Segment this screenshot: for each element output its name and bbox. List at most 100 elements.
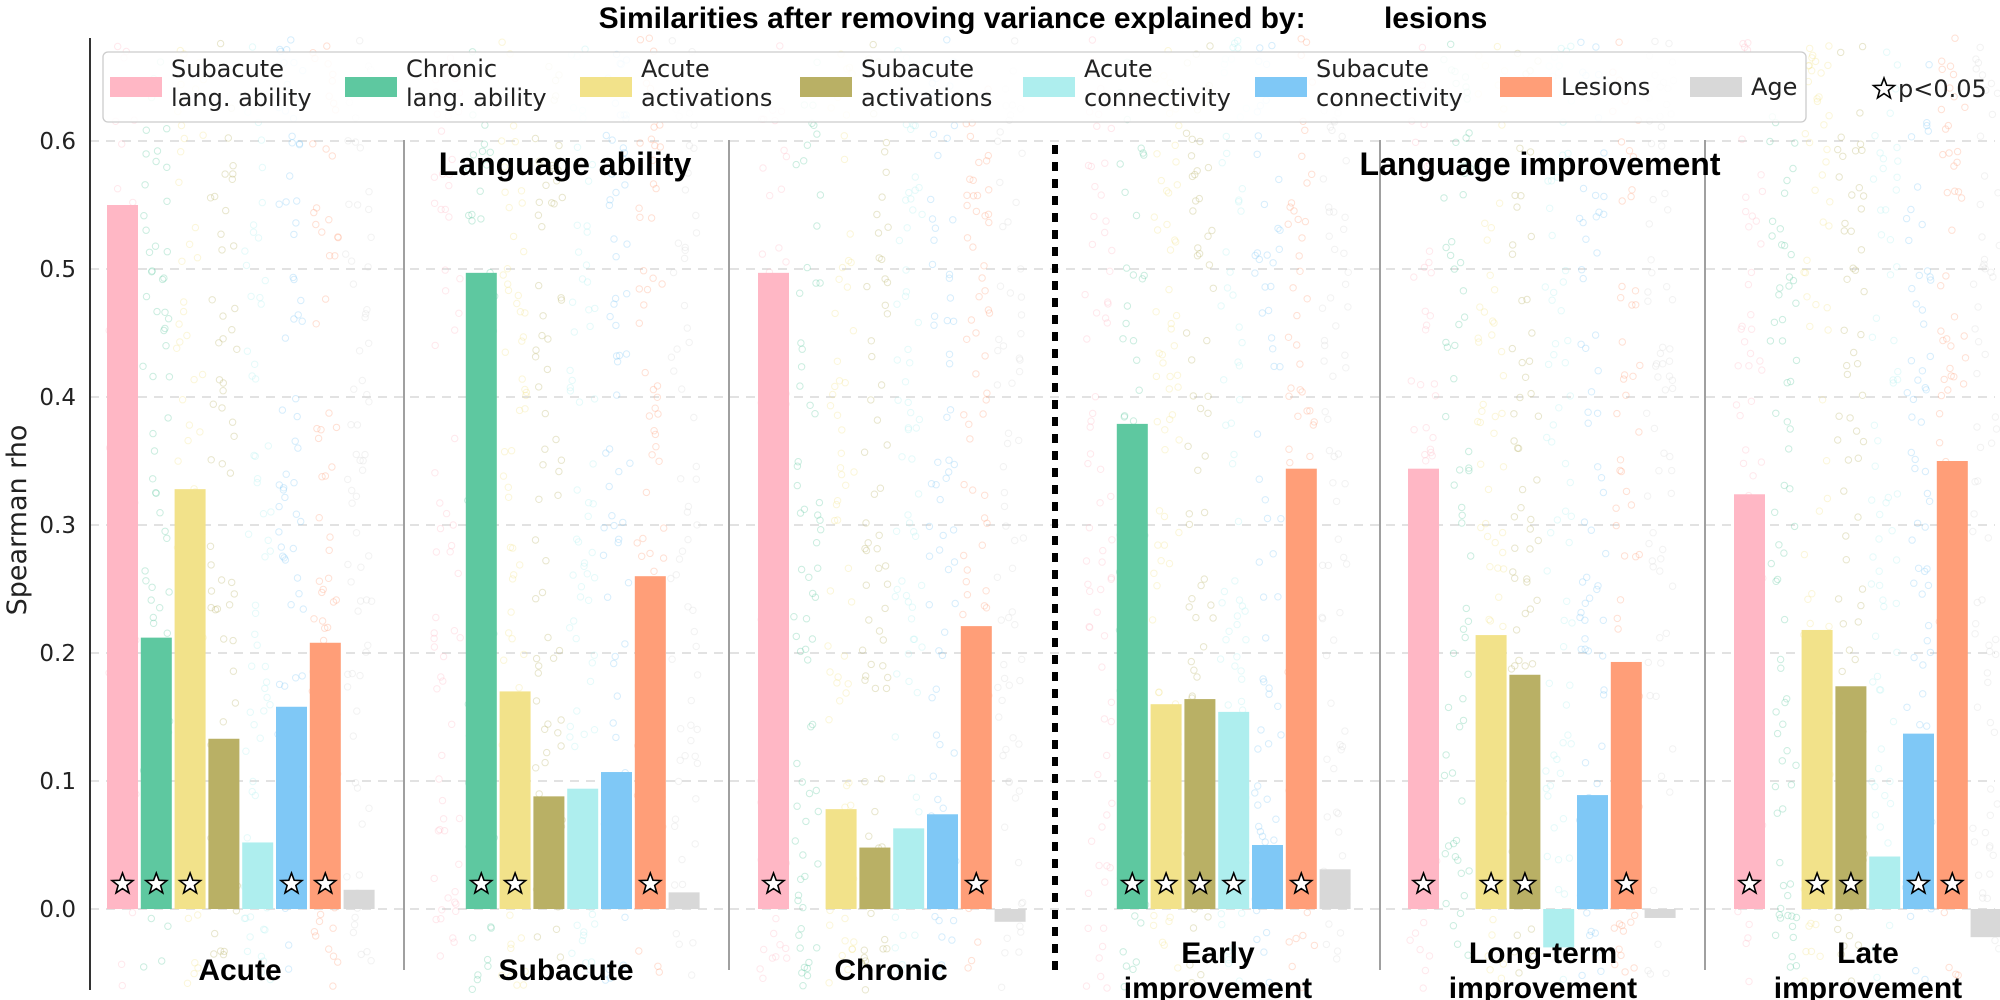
bootstrap-dot [213, 605, 222, 613]
bootstrap-dot [241, 247, 249, 255]
bootstrap-dot [1876, 823, 1885, 831]
bar [1644, 909, 1676, 918]
bootstrap-dot [577, 583, 586, 591]
bootstrap-dot [1806, 44, 1814, 53]
bootstrap-dot [361, 450, 369, 459]
bootstrap-dot [793, 759, 801, 768]
bootstrap-dot [1227, 419, 1236, 427]
bootstrap-dot [995, 713, 1003, 721]
bootstrap-dot [1425, 247, 1434, 255]
bootstrap-dot [506, 972, 515, 981]
bootstrap-dot [1306, 452, 1314, 461]
bootstrap-dot [1645, 539, 1653, 548]
bootstrap-dot [1843, 370, 1852, 379]
bootstrap-dot [1129, 417, 1138, 425]
bootstrap-dot [638, 552, 646, 560]
bootstrap-dot [1868, 333, 1877, 341]
bootstrap-dot [450, 627, 459, 635]
bootstrap-dot [1561, 359, 1570, 367]
bootstrap-dot [1644, 966, 1652, 975]
bootstrap-dot [795, 931, 803, 939]
bootstrap-dot [1858, 42, 1867, 51]
bootstrap-dot [1293, 341, 1301, 349]
bootstrap-dot [1334, 450, 1343, 458]
bootstrap-dot [541, 409, 549, 418]
bootstrap-dot [833, 679, 841, 687]
bootstrap-dot [1625, 147, 1634, 155]
bootstrap-dot [258, 163, 267, 172]
bootstrap-dot [943, 413, 951, 421]
bootstrap-dot [310, 208, 318, 217]
bootstrap-dot [1254, 782, 1262, 790]
bootstrap-dot [963, 201, 971, 210]
bootstrap-dot [1005, 777, 1013, 786]
bootstrap-dot [1259, 593, 1268, 601]
bootstrap-dot [1277, 515, 1285, 523]
bootstrap-dot [1498, 409, 1506, 418]
bootstrap-dot [1583, 909, 1591, 917]
bootstrap-dot [582, 959, 590, 967]
bootstrap-dot [1914, 564, 1923, 572]
bootstrap-dot [1491, 538, 1499, 547]
bootstrap-dot [499, 271, 507, 279]
bootstrap-dot [803, 964, 811, 973]
bootstrap-dot [1511, 544, 1519, 552]
bootstrap-dot [1224, 701, 1232, 709]
bootstrap-dot [909, 206, 917, 214]
bootstrap-dot [1851, 147, 1860, 155]
bootstrap-dot [1261, 283, 1269, 291]
bootstrap-dot [508, 575, 517, 583]
bootstrap-dot [651, 404, 659, 412]
bootstrap-dot [1778, 315, 1787, 324]
bootstrap-dot [1084, 924, 1092, 932]
bootstrap-dot [612, 321, 620, 330]
group-label: Subacute [498, 954, 633, 987]
bootstrap-dot [541, 758, 549, 767]
bootstrap-dot [917, 581, 926, 590]
bootstrap-dot [1251, 789, 1259, 797]
bootstrap-dot [231, 699, 240, 707]
bootstrap-dot [792, 160, 800, 169]
bootstrap-dot [812, 539, 821, 547]
bootstrap-dot [1193, 167, 1201, 175]
bootstrap-dot [160, 274, 168, 282]
bootstrap-dot [175, 178, 183, 187]
bootstrap-dot [801, 872, 809, 881]
bootstrap-dot [1947, 342, 1955, 350]
bootstrap-dot [962, 578, 970, 586]
bootstrap-dot [905, 519, 914, 527]
bootstrap-dot [893, 300, 901, 308]
bootstrap-dot [509, 544, 517, 552]
bootstrap-dot [1939, 336, 1947, 345]
bootstrap-dot [267, 508, 275, 516]
bootstrap-dot [1561, 459, 1570, 468]
bootstrap-dot [1533, 476, 1541, 484]
bootstrap-dot [165, 373, 174, 381]
bootstrap-dot [1993, 800, 2000, 808]
bootstrap-dot [1015, 948, 1023, 956]
bootstrap-dot [1776, 858, 1784, 867]
bootstrap-dot [797, 339, 805, 347]
bootstrap-dot [535, 198, 543, 207]
bootstrap-dot [290, 230, 298, 239]
bootstrap-dot [1457, 869, 1466, 877]
bootstrap-dot [1258, 309, 1267, 317]
bootstrap-dot [1567, 42, 1575, 50]
bootstrap-dot [446, 548, 454, 556]
bootstrap-dot [257, 300, 265, 308]
bootstrap-dot [867, 337, 875, 345]
bootstrap-dot [1513, 203, 1521, 211]
bootstrap-dot [812, 786, 820, 795]
bootstrap-dot [1942, 272, 1950, 280]
bootstrap-dot [1001, 823, 1009, 831]
bootstrap-dot [557, 742, 565, 750]
bootstrap-dot [1255, 255, 1264, 264]
bootstrap-dot [325, 546, 333, 554]
bootstrap-dot [1825, 112, 1833, 120]
bootstrap-dot [1631, 911, 1639, 919]
bootstrap-dot [1101, 314, 1110, 322]
bootstrap-dot [1122, 264, 1131, 272]
bootstrap-dot [876, 484, 885, 492]
bootstrap-dot [1876, 686, 1885, 694]
bootstrap-dot [982, 587, 990, 595]
